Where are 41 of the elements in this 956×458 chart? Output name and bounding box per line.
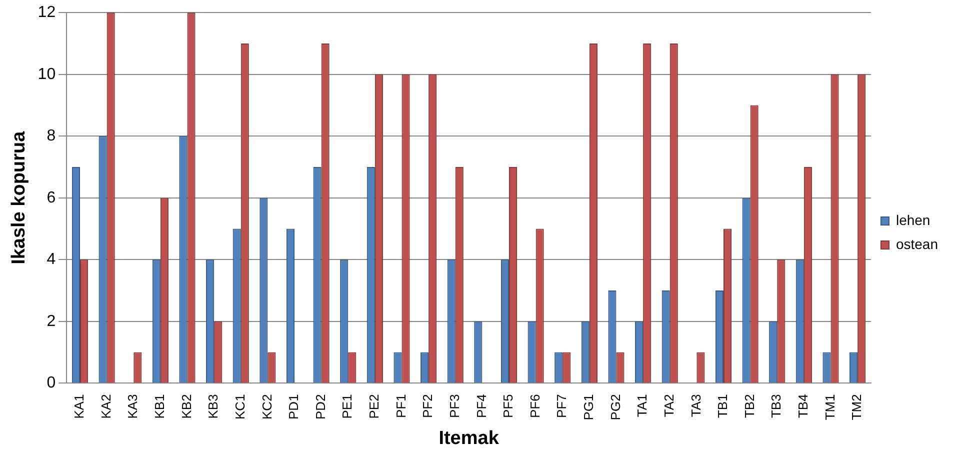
x-tick-label: PF4 xyxy=(474,394,489,418)
x-tick-label: PF2 xyxy=(420,394,436,418)
x-axis-title: Itemak xyxy=(438,428,500,449)
x-tick-label: PG2 xyxy=(608,394,623,420)
x-tick-label: TB3 xyxy=(768,394,784,418)
y-tick-label: 0 xyxy=(46,374,56,392)
x-tick-label: PF7 xyxy=(554,394,570,418)
x-tick-label: TA1 xyxy=(634,394,650,418)
x-tick-label: KA1 xyxy=(72,394,87,419)
y-tick-label: 8 xyxy=(46,128,56,145)
x-tick-label: PD1 xyxy=(286,394,302,420)
x-tick-label: TB2 xyxy=(742,394,757,418)
x-tick-label: KC2 xyxy=(259,394,274,420)
x-tick-label: TM1 xyxy=(822,394,838,420)
x-tick-label: PG1 xyxy=(581,394,596,420)
x-tick-label: KA2 xyxy=(98,394,114,419)
x-tick-label: PE2 xyxy=(366,394,382,419)
y-tick-label: 4 xyxy=(46,251,56,268)
y-axis-title: Ikasle kopurua xyxy=(8,130,30,264)
x-tick-label: PF1 xyxy=(393,394,408,418)
x-tick-label: TM2 xyxy=(849,394,864,420)
y-tick-label: 6 xyxy=(46,189,56,206)
y-tick-label: 12 xyxy=(38,4,56,22)
legend-label: ostean xyxy=(896,236,938,252)
x-tick-label: PF5 xyxy=(500,394,516,418)
x-tick-label: PD2 xyxy=(312,394,328,420)
y-tick-label: 2 xyxy=(46,312,56,330)
legend-label: lehen xyxy=(896,212,930,228)
x-tick-label: PF3 xyxy=(446,394,462,418)
x-tick-label: KB3 xyxy=(206,394,221,419)
x-tick-label: TB1 xyxy=(715,394,730,418)
y-tick-label: 10 xyxy=(38,66,56,83)
x-tick-label: TA2 xyxy=(661,394,676,418)
x-tick-label: KB2 xyxy=(178,394,194,419)
x-tick-label: KC1 xyxy=(232,394,248,420)
x-tick-label: KA3 xyxy=(125,394,140,419)
x-tick-label: PE1 xyxy=(340,394,355,419)
x-tick-label: KB1 xyxy=(152,394,168,419)
x-tick-label: TA3 xyxy=(688,394,704,418)
x-tick-label: TB4 xyxy=(796,394,811,418)
x-tick-label: PF6 xyxy=(527,394,542,418)
